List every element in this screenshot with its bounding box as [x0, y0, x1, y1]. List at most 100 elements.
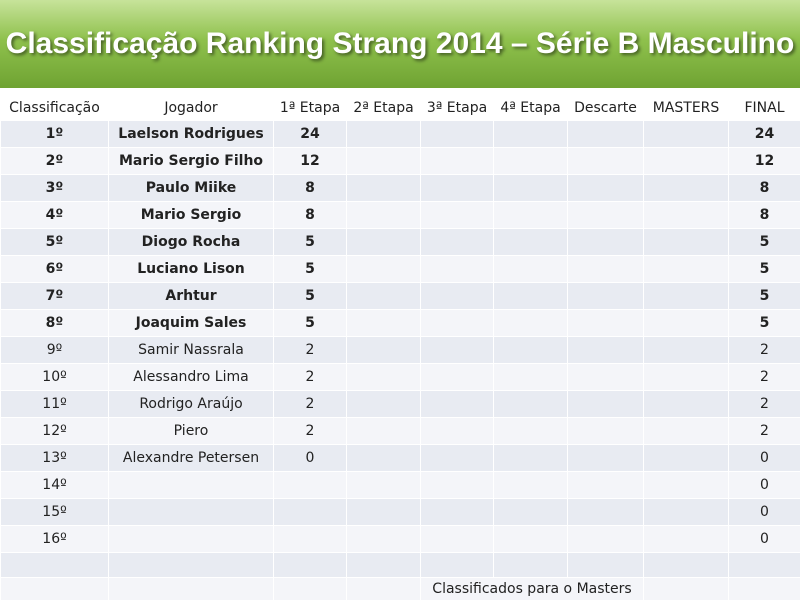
empty-cell [644, 472, 729, 499]
empty-cell [494, 553, 568, 578]
empty-cell [644, 283, 729, 310]
empty-cell [568, 337, 644, 364]
cell-player: Alexandre Petersen [109, 445, 274, 472]
cell-pos: 7º [1, 283, 109, 310]
empty-cell [421, 364, 494, 391]
column-header: Jogador [109, 96, 274, 121]
cell-player: Arhtur [109, 283, 274, 310]
empty-cell [494, 526, 568, 553]
empty-cell [568, 553, 644, 578]
empty-cell [109, 526, 274, 553]
empty-cell [347, 337, 421, 364]
cell-final: 2 [729, 364, 800, 391]
cell-final: 2 [729, 418, 800, 445]
cell-etapa1: 5 [274, 310, 347, 337]
empty-cell [494, 148, 568, 175]
cell-pos: 5º [1, 229, 109, 256]
cell-final: 0 [729, 445, 800, 472]
column-header: 2ª Etapa [347, 96, 421, 121]
empty-cell [644, 578, 729, 601]
cell-pos: 6º [1, 256, 109, 283]
cell-final: 12 [729, 148, 800, 175]
empty-cell [347, 472, 421, 499]
empty-cell [729, 578, 800, 601]
empty-cell [568, 283, 644, 310]
cell-pos: 9º [1, 337, 109, 364]
footer-note: Classificados para o Masters [421, 578, 644, 601]
empty-cell [421, 472, 494, 499]
empty-cell [568, 526, 644, 553]
empty-cell [421, 310, 494, 337]
cell-player: Joaquim Sales [109, 310, 274, 337]
empty-cell [644, 202, 729, 229]
empty-cell [568, 175, 644, 202]
empty-cell [729, 553, 800, 578]
empty-cell [347, 229, 421, 256]
cell-etapa1: 5 [274, 256, 347, 283]
column-header: MASTERS [644, 96, 729, 121]
empty-cell [494, 310, 568, 337]
empty-cell [421, 445, 494, 472]
empty-cell [274, 472, 347, 499]
empty-cell [274, 553, 347, 578]
empty-cell [1, 578, 109, 601]
cell-player: Mario Sergio Filho [109, 148, 274, 175]
empty-cell [644, 337, 729, 364]
empty-cell [568, 418, 644, 445]
empty-cell [644, 418, 729, 445]
cell-pos: 1º [1, 121, 109, 148]
cell-etapa1: 8 [274, 202, 347, 229]
empty-cell [644, 256, 729, 283]
cell-player: Alessandro Lima [109, 364, 274, 391]
cell-etapa1: 0 [274, 445, 347, 472]
empty-cell [421, 175, 494, 202]
empty-cell [568, 364, 644, 391]
empty-cell [568, 499, 644, 526]
empty-cell [421, 283, 494, 310]
empty-cell [494, 445, 568, 472]
empty-cell [644, 391, 729, 418]
cell-pos: 12º [1, 418, 109, 445]
cell-player: Luciano Lison [109, 256, 274, 283]
column-header: 1ª Etapa [274, 96, 347, 121]
cell-final: 0 [729, 526, 800, 553]
cell-player: Diogo Rocha [109, 229, 274, 256]
empty-cell [421, 418, 494, 445]
empty-cell [644, 175, 729, 202]
cell-player: Samir Nassrala [109, 337, 274, 364]
empty-cell [494, 499, 568, 526]
cell-final: 5 [729, 229, 800, 256]
empty-cell [568, 445, 644, 472]
empty-cell [421, 202, 494, 229]
empty-cell [109, 499, 274, 526]
empty-cell [347, 310, 421, 337]
column-header: Classificação [1, 96, 109, 121]
cell-pos: 3º [1, 175, 109, 202]
empty-cell [1, 553, 109, 578]
empty-cell [494, 175, 568, 202]
cell-pos: 11º [1, 391, 109, 418]
empty-cell [568, 472, 644, 499]
cell-final: 0 [729, 499, 800, 526]
ranking-row: 16º 0 [1, 526, 800, 553]
cell-etapa1: 5 [274, 229, 347, 256]
empty-cell [494, 418, 568, 445]
cell-final: 8 [729, 175, 800, 202]
cell-etapa1: 8 [274, 175, 347, 202]
cell-pos: 16º [1, 526, 109, 553]
empty-cell [644, 310, 729, 337]
blank-row [1, 553, 800, 578]
empty-cell [644, 526, 729, 553]
cell-final: 8 [729, 202, 800, 229]
empty-cell [109, 578, 274, 601]
empty-cell [421, 229, 494, 256]
empty-cell [494, 337, 568, 364]
